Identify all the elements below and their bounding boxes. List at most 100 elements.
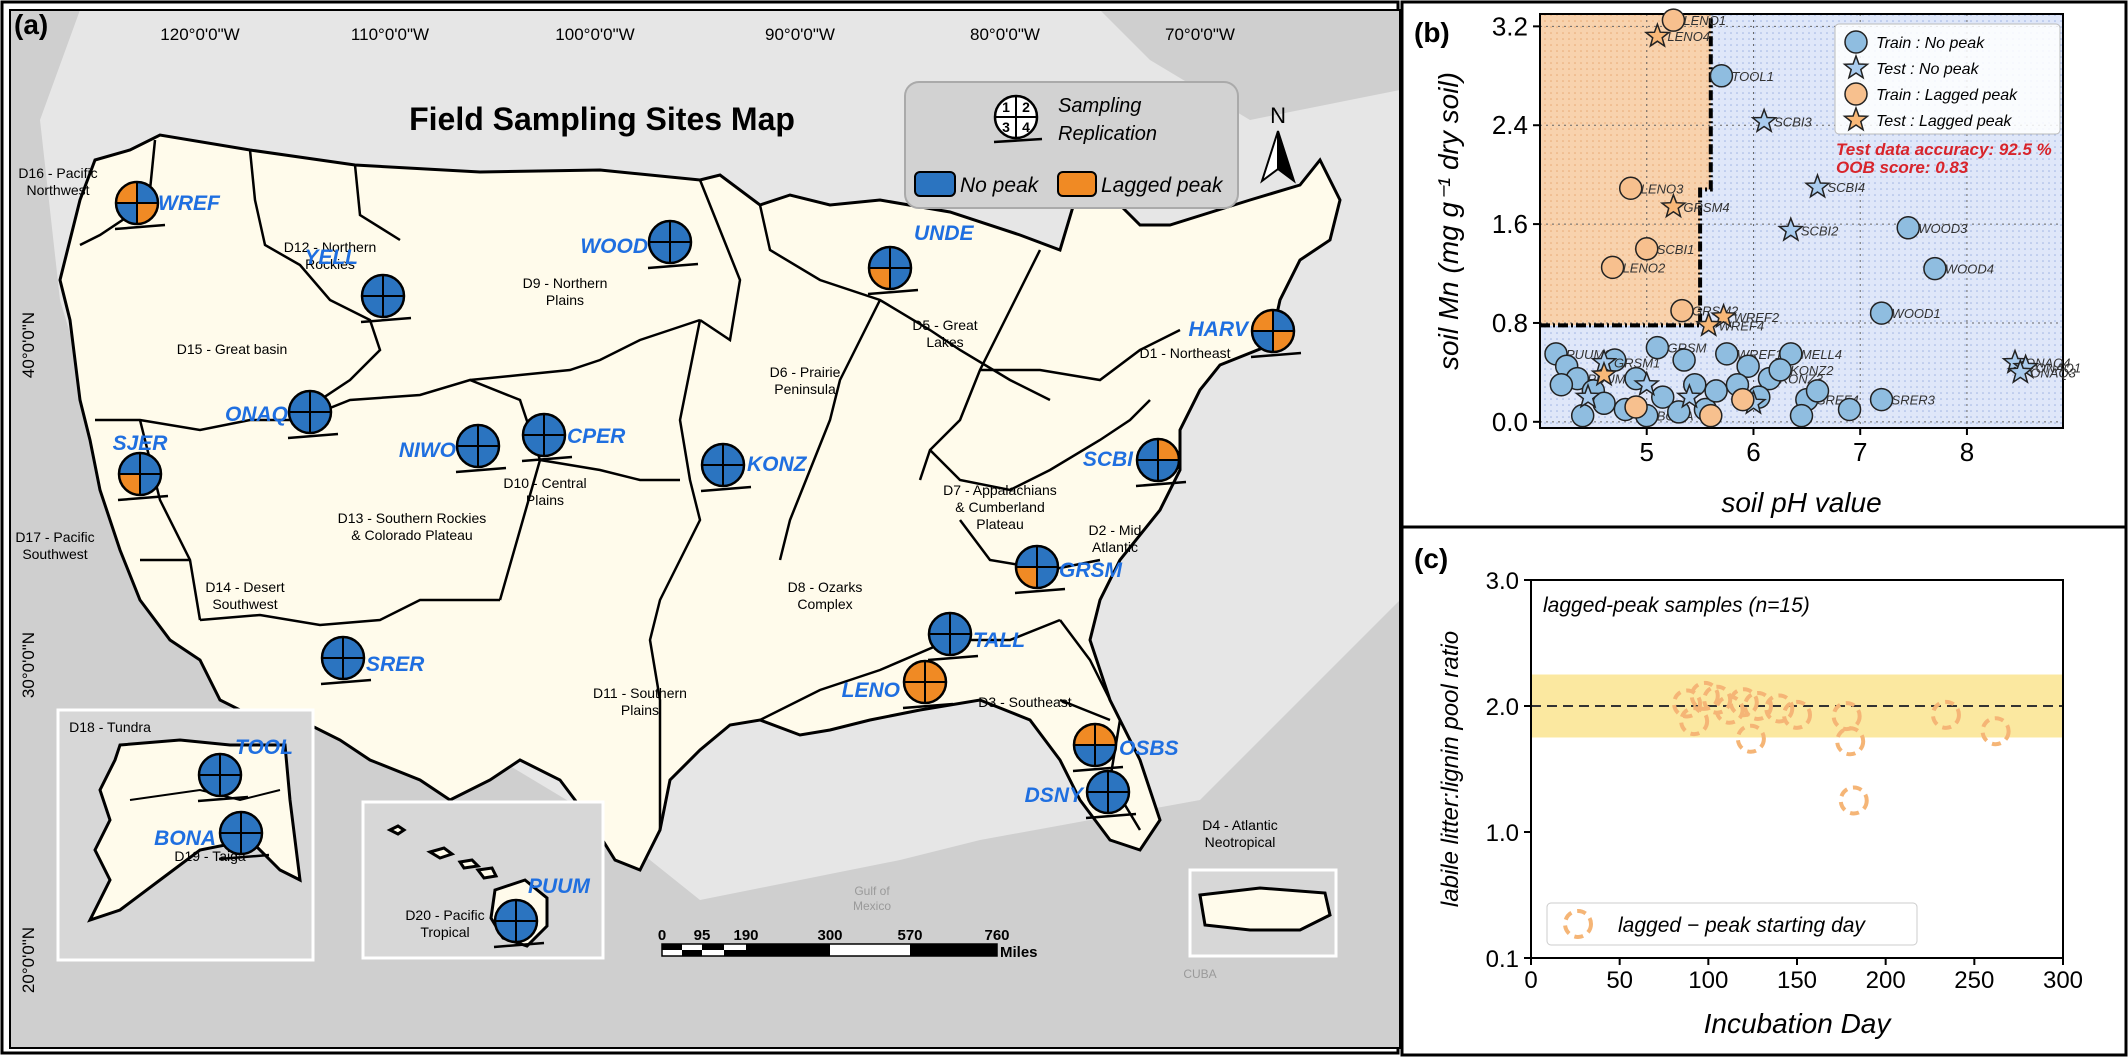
lon-label-80: 80°0'0"W [970,25,1040,44]
site-quadrant [649,221,670,242]
point-label: SRER3 [1892,393,1936,408]
site-quadrant [478,425,499,446]
data-point [1672,348,1696,372]
site-marker-scbi: SCBI [1083,437,1187,488]
site-label-harv: HARV [1188,318,1249,341]
chart-c-title: lagged-peak samples (n=15) [1543,594,1810,617]
data-point-star [2006,358,2034,384]
lat-label-40: 40°0'0"N [19,312,38,378]
site-marker-wref: WREF [114,180,221,231]
x-tick-label: 200 [1866,967,1906,994]
region-label: Tropical [420,924,469,940]
chart-c-legend-box [1546,902,1918,946]
replication-label-line2: Replication [1058,123,1157,145]
data-point-star [1643,21,1671,48]
site-underline [360,316,412,324]
lagged-peak-region [1540,14,1711,326]
site-quadrant [140,453,161,474]
scale-bar-segment [682,950,702,956]
data-point [1742,691,1773,721]
site-label-yell: YELL [304,246,358,269]
region-label: Peninsula [774,381,836,397]
legend-marker [1844,82,1868,106]
map-title: Field Sampling Sites Map [409,101,795,137]
x-tick-label: 6 [1746,437,1760,467]
chart-c: 0 50 100 150 200 250 300 0.1 1.0 2.0 3.0 lagged-pea… [1437,568,2083,1039]
site-quadrant [950,634,971,655]
north-arrow-right [1277,130,1296,184]
point-label: MELL4 [1801,347,1842,362]
point-label: ONAQ4 [2025,356,2071,371]
region-label: D2 - Mid [1089,522,1142,538]
site-quadrant [1252,310,1273,331]
site-marker-onaq: ONAQ [225,389,339,440]
site-quadrant [1137,439,1158,460]
y-tick-label: 2.0 [1486,694,1519,721]
data-point [1764,693,1795,724]
region-label: Plains [621,702,659,718]
site-quadrant [457,446,478,467]
site-quadrant [929,613,950,634]
site-marker-srer: SRER [320,635,425,686]
data-point-star [1675,382,1703,409]
region-label: D16 - Pacific [18,165,97,181]
site-quadrant [702,444,723,465]
site-label-bona: BONA [154,827,216,850]
north-arrow-label: N [1270,103,1286,128]
site-quadrant [723,444,744,465]
data-point [1600,255,1625,280]
site-label-wood: WOOD [580,235,648,258]
site-underline [867,288,919,296]
data-point [1715,342,1739,366]
data-point [1679,706,1710,737]
conus-outline [58,133,1342,872]
site-quadrant [1016,567,1037,588]
site-quadrant [362,275,383,296]
x-tick-label: 250 [1954,967,1994,994]
point-label: GRSM4 [1683,200,1729,215]
data-point [1869,301,1894,325]
panel-b-label: (b) [1414,17,1450,48]
panel-b: (b) 5 6 7 8 0.0 0.8 1.6 2.4 3.2 soil pH value soil… [1400,0,2128,529]
lon-label-100: 100°0'0"W [555,25,634,44]
x-tick-label: 7 [1853,437,1867,467]
region-label: & Cumberland [955,499,1045,515]
site-underline [647,262,699,270]
x-axis-label: soil pH value [1721,487,1881,518]
site-underline [1250,351,1302,359]
data-point [1923,256,1947,281]
x-tick-label: 50 [1606,967,1633,994]
region-label: Southwest [212,596,277,612]
site-quadrant [495,900,516,921]
no-peak-label: No peak [960,174,1040,197]
region-label: Plains [546,292,584,308]
site-quadrant [310,412,331,433]
site-marker-grsm: GRSM [1014,544,1123,595]
lat-label-30: 30°0'0"N [19,632,38,698]
point-label: LENO1 [1683,13,1726,28]
region-label: D11 - Southern [593,685,687,701]
point-label: ONAQ3 [2030,365,2076,380]
site-quadrant [544,414,565,435]
x-tick-label: 100 [1688,967,1728,994]
panel-c-frame [1400,525,2128,1057]
site-label-leno: LENO [842,679,900,702]
site-marker-leno: LENO [842,659,954,710]
site-quadrant [516,921,537,942]
y-tick-label: 3.0 [1486,568,1519,595]
data-point-star [1574,382,1602,409]
site-label-grsm: GRSM [1059,559,1123,582]
legend-label: Train : No peak [1876,35,1985,52]
site-quadrant [890,268,911,289]
y-tick-label: 1.0 [1486,820,1519,847]
scale-bar-segment [702,944,724,950]
site-quadrant [310,391,331,412]
site-marker-niwo: NIWO [399,423,507,474]
site-underline [455,466,507,474]
site-quadrant [1095,724,1116,745]
region-label: D3 - Southeast [978,694,1071,710]
site-quadrant [1087,771,1108,792]
data-point [1869,387,1894,412]
legend-marker [1563,909,1593,939]
